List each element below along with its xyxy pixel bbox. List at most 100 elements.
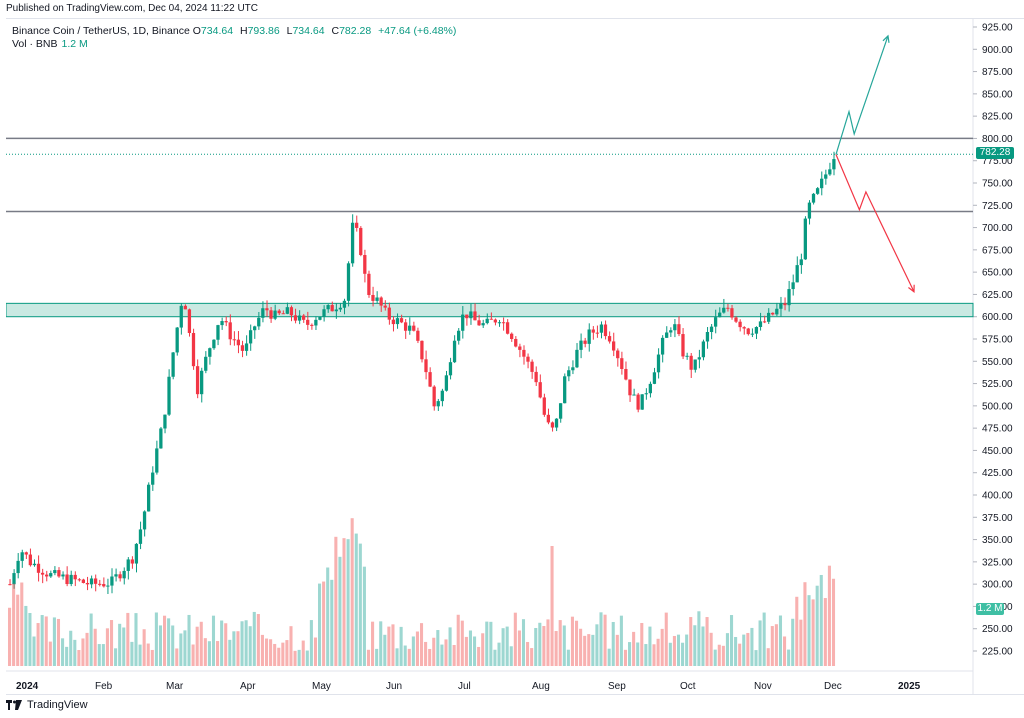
volume-bar	[697, 611, 701, 666]
candle-body	[530, 361, 534, 372]
y-tick-label: 725.00	[982, 201, 1013, 212]
volume-bar	[228, 639, 232, 666]
volume-bar	[644, 644, 648, 666]
volume-bar	[705, 617, 709, 666]
candle-body	[807, 202, 812, 219]
x-tick-label: Dec	[824, 681, 842, 692]
candle-body	[465, 314, 469, 319]
candle-body	[493, 319, 497, 323]
candle-body	[383, 305, 387, 308]
volume-bar	[460, 620, 464, 666]
candle-body	[114, 574, 118, 577]
candle-body	[77, 579, 81, 581]
volume-bar	[122, 627, 126, 666]
volume-bar	[428, 648, 432, 666]
chart-frame[interactable]: 225.00250.00275.00300.00325.00350.00375.…	[6, 18, 1024, 695]
candle-body	[660, 337, 665, 355]
volume-bar	[815, 585, 819, 666]
volume-bar	[199, 621, 203, 666]
volume-bar	[424, 641, 428, 666]
candle-body	[248, 330, 253, 344]
candle-body	[452, 340, 457, 363]
volume-bar	[313, 637, 318, 666]
candle-body	[746, 328, 750, 335]
volume-bar	[134, 613, 138, 666]
legend-open-label: O	[192, 25, 201, 37]
candle-body	[820, 178, 824, 189]
volume-bar	[660, 628, 664, 666]
candle-body	[146, 484, 151, 512]
candle-body	[783, 303, 787, 306]
candle-body	[713, 317, 718, 327]
volume-bar	[171, 625, 175, 666]
volume-bar	[232, 631, 236, 666]
volume-bar	[783, 636, 787, 666]
candle-body	[24, 552, 28, 555]
candle-body	[28, 554, 32, 566]
volume-bar	[415, 631, 419, 666]
volume-label: Vol · BNB	[12, 38, 58, 50]
volume-bar	[216, 641, 220, 666]
candle-body	[620, 358, 624, 369]
volume-bar	[583, 635, 587, 666]
candle-body	[522, 349, 526, 357]
candle-body	[607, 336, 612, 342]
candle-body	[36, 563, 41, 573]
candle-body	[587, 329, 591, 344]
candle-body	[191, 332, 196, 367]
volume-legend: Vol · BNB 1.2 M	[12, 38, 88, 50]
candle-body	[391, 319, 396, 325]
volume-bar	[52, 617, 56, 666]
volume-bar	[530, 648, 534, 666]
volume-bar	[774, 624, 778, 666]
candle-body	[689, 355, 693, 370]
y-tick-label: 925.00	[982, 23, 1013, 34]
footer: TradingView	[6, 699, 88, 711]
volume-bar	[632, 631, 636, 666]
volume-bar	[138, 644, 142, 666]
legend: Binance Coin / TetherUS, 1D, Binance O73…	[12, 24, 456, 38]
volume-bar	[689, 617, 693, 666]
candle-body	[440, 390, 444, 402]
volume-bar	[12, 583, 16, 666]
volume-bar	[350, 518, 354, 666]
candle-body	[718, 312, 722, 318]
volume-bar	[175, 648, 179, 666]
volume-bar	[652, 644, 656, 666]
volume-bar	[746, 632, 750, 666]
volume-bar	[481, 633, 485, 666]
volume-bar	[77, 650, 81, 666]
candle-body	[656, 354, 661, 373]
x-tick-label: Jun	[386, 681, 402, 692]
x-tick-label: Sep	[608, 681, 626, 692]
volume-bar	[264, 638, 269, 666]
volume-tag: 1.2 M	[976, 603, 1004, 615]
volume-bar	[362, 566, 366, 666]
volume-bar	[566, 649, 570, 666]
volume-bar	[118, 623, 122, 666]
x-tick-label: 2024	[16, 681, 39, 692]
candle-body	[762, 321, 767, 323]
y-tick-label: 400.00	[982, 491, 1013, 502]
candle-body	[171, 352, 175, 377]
volume-bar	[758, 620, 762, 666]
candle-body	[412, 325, 416, 331]
support-zone	[6, 302, 974, 318]
last-price-tag: 782.28	[976, 147, 1014, 160]
volume-bar	[28, 612, 32, 666]
candle-body	[811, 193, 816, 203]
candle-body	[616, 350, 620, 359]
candle-body	[644, 393, 648, 395]
candle-body	[461, 314, 465, 331]
candle-body	[677, 324, 681, 335]
candle-body	[371, 294, 375, 301]
candle-body	[722, 307, 726, 313]
candle-body	[183, 305, 187, 310]
volume-bar	[738, 643, 742, 666]
y-tick-label: 300.00	[982, 580, 1013, 591]
volume-bar	[542, 626, 546, 666]
price-chart[interactable]: 225.00250.00275.00300.00325.00350.00375.…	[6, 19, 1024, 694]
volume-bar	[240, 621, 244, 666]
candle-body	[505, 322, 510, 334]
y-tick-label: 425.00	[982, 468, 1013, 479]
